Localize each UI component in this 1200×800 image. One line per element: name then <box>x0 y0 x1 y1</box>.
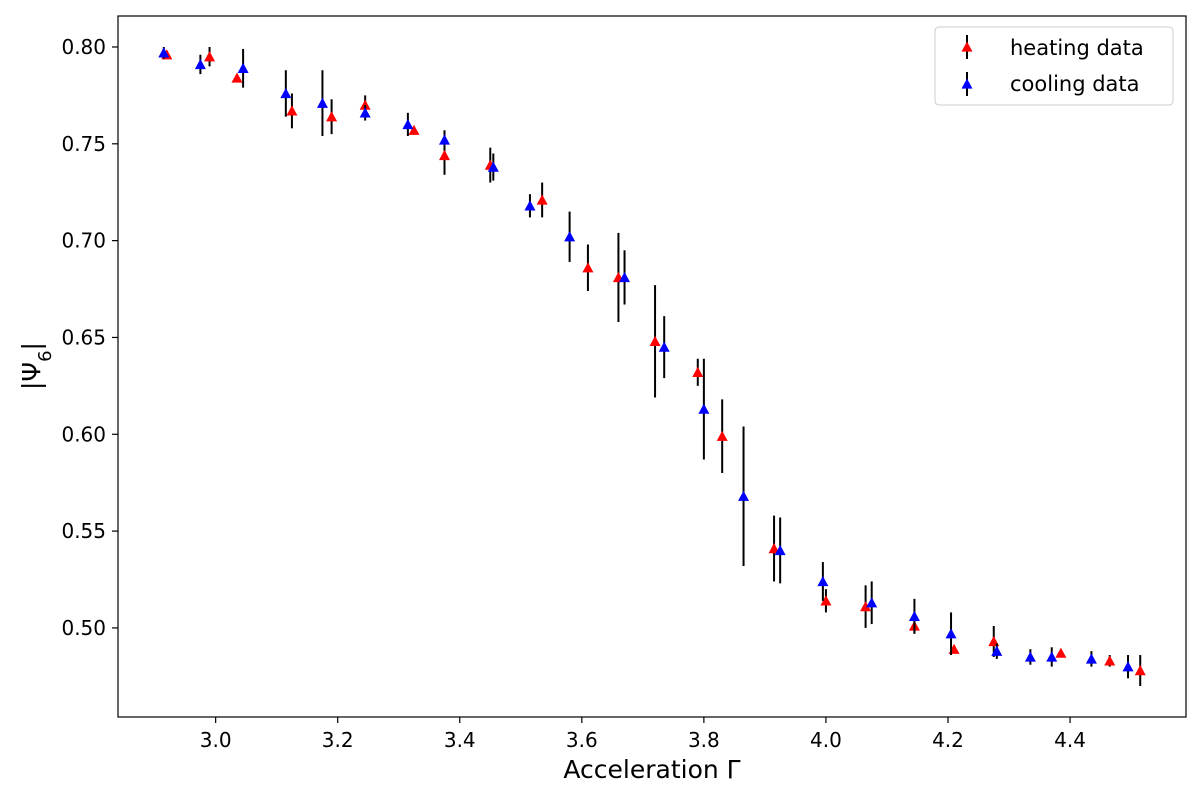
legend-marker-shape <box>961 78 973 89</box>
data-point <box>820 595 832 606</box>
legend-label-heating: heating data <box>1010 36 1144 60</box>
data-point <box>1024 651 1036 662</box>
x-tick-label: 3.4 <box>444 728 476 752</box>
x-tick-label: 3.6 <box>566 728 598 752</box>
data-point <box>402 118 414 130</box>
x-axis: 3.0 3.2 3.4 3.6 3.8 4.0 4.2 4.4 <box>200 717 1086 752</box>
data-point <box>231 72 243 83</box>
data-point <box>286 105 298 116</box>
x-tick-label: 4.4 <box>1054 728 1086 752</box>
y-tick-label: 0.65 <box>61 325 106 349</box>
data-point <box>698 403 710 414</box>
data-point <box>280 87 292 99</box>
data-point <box>536 194 548 205</box>
legend-entry-cooling: cooling data <box>961 72 1140 96</box>
legend-marker-shape <box>961 41 973 52</box>
y-tick-label: 0.50 <box>61 616 106 640</box>
legend-box <box>934 26 1174 106</box>
data-point <box>774 544 786 556</box>
data-point <box>564 231 576 242</box>
data-point <box>817 575 829 587</box>
data-point <box>1046 651 1058 662</box>
legend-label-cooling: cooling data <box>1010 72 1140 96</box>
legend: heating data cooling data <box>934 26 1174 106</box>
data-point <box>1055 647 1067 658</box>
series-cooling-data <box>158 46 1134 679</box>
legend-marker-heating <box>961 35 973 59</box>
data-point <box>487 161 499 172</box>
data-point <box>158 47 170 58</box>
data-point <box>316 97 328 108</box>
data-point <box>359 99 371 110</box>
data-point <box>194 58 206 70</box>
x-tick-label: 3.2 <box>322 728 354 752</box>
data-point <box>204 51 216 62</box>
data-point <box>359 107 371 118</box>
data-point <box>582 262 594 273</box>
y-axis-label: |Ψ6| <box>17 342 56 390</box>
legend-entry-heating: heating data <box>961 35 1144 60</box>
data-point <box>1085 653 1097 664</box>
x-tick-label: 4.2 <box>932 728 964 752</box>
data-point <box>408 124 420 135</box>
x-tick-label: 4.0 <box>810 728 842 752</box>
data-point <box>439 134 451 145</box>
data-point <box>326 111 338 122</box>
series-layer <box>158 46 1146 687</box>
x-tick-label: 3.0 <box>200 728 232 752</box>
data-point <box>524 200 536 211</box>
legend-marker-cooling <box>961 72 973 96</box>
plot-frame <box>117 15 1187 718</box>
data-point <box>738 490 750 501</box>
data-point <box>692 366 704 377</box>
x-tick-label: 3.8 <box>688 728 720 752</box>
data-point <box>991 645 1003 656</box>
y-tick-label: 0.75 <box>61 132 106 156</box>
y-tick-label: 0.55 <box>61 519 106 543</box>
data-point <box>1122 661 1134 672</box>
data-point <box>439 149 451 161</box>
data-point <box>866 597 878 608</box>
data-point <box>768 543 780 554</box>
y-axis: 0.50 0.55 0.60 0.65 0.70 0.75 0.80 <box>61 35 118 640</box>
y-tick-label: 0.80 <box>61 35 106 59</box>
data-point <box>237 62 249 73</box>
data-point <box>1104 655 1116 666</box>
data-point <box>908 610 920 621</box>
data-point <box>658 341 670 352</box>
y-tick-label: 0.60 <box>61 422 106 446</box>
data-point <box>716 430 728 441</box>
data-point <box>619 271 631 283</box>
data-point <box>945 628 957 639</box>
data-point <box>649 335 661 347</box>
y-tick-label: 0.70 <box>61 229 106 253</box>
x-axis-label: Acceleration Γ <box>563 755 740 784</box>
data-point <box>860 601 872 612</box>
data-point <box>1134 665 1146 676</box>
